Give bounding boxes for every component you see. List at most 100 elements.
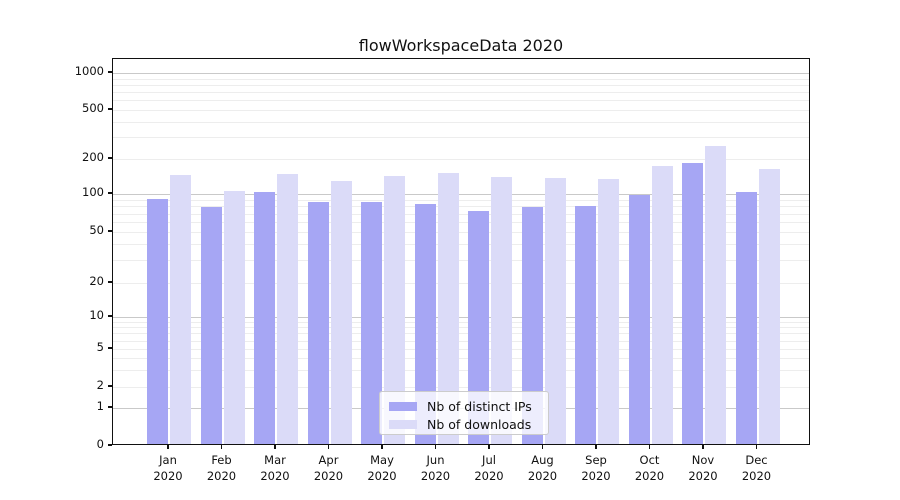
x-tick-mark xyxy=(274,445,276,449)
y-tick-label: 100 xyxy=(82,185,104,199)
minor-gridline xyxy=(113,283,809,284)
y-tick-label: 2 xyxy=(96,378,104,392)
y-tick-mark xyxy=(108,315,112,317)
bar-distinct-ips-oct xyxy=(628,195,650,444)
y-tick-mark xyxy=(108,385,112,387)
x-tick-label: Jan 2020 xyxy=(153,453,183,483)
minor-gridline xyxy=(113,349,809,350)
y-tick-label: 500 xyxy=(82,101,104,115)
minor-gridline xyxy=(113,206,809,208)
minor-gridline xyxy=(113,358,809,360)
x-tick-mark xyxy=(595,445,597,449)
y-tick-label: 200 xyxy=(82,150,104,164)
bar-distinct-ips-feb xyxy=(200,206,222,444)
minor-gridline xyxy=(113,84,809,86)
bar-distinct-ips-aug xyxy=(521,206,543,444)
minor-gridline xyxy=(113,327,809,329)
bar-downloads-mar xyxy=(277,174,298,444)
minor-gridline xyxy=(113,387,809,388)
y-tick-mark xyxy=(108,108,112,110)
major-gridline xyxy=(113,73,809,74)
legend: Nb of distinct IPs Nb of downloads xyxy=(379,391,549,435)
bar-downloads-jun xyxy=(437,172,459,444)
x-tick-mark xyxy=(648,445,651,449)
bar-distinct-ips-dec xyxy=(735,191,757,444)
x-tick-mark xyxy=(381,445,383,449)
x-tick-label: Jul 2020 xyxy=(474,453,504,483)
x-tick-label: Feb 2020 xyxy=(206,453,237,483)
y-tick-mark xyxy=(108,230,112,232)
bar-distinct-ips-mar xyxy=(254,192,275,444)
legend-swatch-distinct-ips xyxy=(389,401,417,411)
legend-row-distinct-ips: Nb of distinct IPs xyxy=(389,398,532,414)
x-tick-label: Sep 2020 xyxy=(581,453,611,483)
legend-label-downloads: Nb of downloads xyxy=(427,416,532,432)
x-tick-label: Nov 2020 xyxy=(688,453,718,483)
minor-gridline xyxy=(113,137,809,139)
y-tick-label: 50 xyxy=(89,223,104,237)
bar-distinct-ips-jan xyxy=(147,198,168,444)
x-tick-label: Mar 2020 xyxy=(260,453,290,483)
minor-gridline xyxy=(113,232,809,233)
y-tick-mark xyxy=(108,71,112,73)
bar-downloads-oct xyxy=(651,165,673,444)
bar-downloads-apr xyxy=(330,180,352,444)
x-tick-mark xyxy=(220,445,223,449)
bar-downloads-aug xyxy=(544,178,566,444)
minor-gridline xyxy=(113,121,809,123)
minor-gridline xyxy=(113,244,809,246)
bar-downloads-feb xyxy=(223,190,245,444)
y-tick-mark xyxy=(108,192,112,194)
minor-gridline xyxy=(113,199,809,201)
y-tick-mark xyxy=(108,444,112,446)
y-tick-label: 1 xyxy=(96,399,104,413)
x-tick-mark xyxy=(167,445,169,449)
bar-downloads-may xyxy=(384,175,405,444)
bar-downloads-jul xyxy=(491,177,512,444)
minor-gridline xyxy=(113,333,809,335)
x-tick-mark xyxy=(702,445,704,449)
minor-gridline xyxy=(113,260,809,262)
bar-downloads-sep xyxy=(598,179,619,444)
x-tick-mark xyxy=(434,445,437,449)
minor-gridline xyxy=(113,340,809,342)
y-tick-label: 5 xyxy=(96,340,104,354)
bar-distinct-ips-sep xyxy=(575,206,596,444)
bar-distinct-ips-may xyxy=(361,201,382,444)
y-tick-mark xyxy=(108,281,112,283)
minor-gridline xyxy=(113,110,809,111)
y-tick-mark xyxy=(108,347,112,349)
legend-row-downloads: Nb of downloads xyxy=(389,416,532,432)
x-tick-label: Jun 2020 xyxy=(420,453,451,483)
y-tick-label: 1000 xyxy=(74,64,104,78)
chart-title: flowWorkspaceData 2020 xyxy=(358,36,564,55)
minor-gridline xyxy=(113,78,809,80)
minor-gridline xyxy=(113,159,809,160)
y-tick-label: 20 xyxy=(89,274,104,288)
bar-distinct-ips-jul xyxy=(468,210,489,444)
bar-downloads-jan xyxy=(170,175,191,444)
major-gridline xyxy=(113,317,809,318)
x-tick-label: Apr 2020 xyxy=(313,453,344,483)
minor-gridline xyxy=(113,100,809,102)
x-tick-mark xyxy=(541,445,544,449)
x-tick-label: May 2020 xyxy=(367,453,397,483)
legend-swatch-downloads xyxy=(389,419,417,429)
major-gridline xyxy=(113,194,809,195)
minor-gridline xyxy=(113,321,809,323)
x-tick-mark xyxy=(488,445,490,449)
minor-gridline xyxy=(113,92,809,94)
minor-gridline xyxy=(113,370,809,372)
legend-label-distinct-ips: Nb of distinct IPs xyxy=(427,398,532,414)
x-tick-label: Oct 2020 xyxy=(634,453,665,483)
bar-distinct-ips-nov xyxy=(682,162,703,444)
minor-gridline xyxy=(113,213,809,215)
x-tick-mark xyxy=(327,445,330,449)
bar-distinct-ips-apr xyxy=(307,202,329,444)
y-tick-mark xyxy=(108,157,112,159)
x-tick-label: Dec 2020 xyxy=(741,453,772,483)
bar-downloads-nov xyxy=(705,146,726,444)
x-tick-mark xyxy=(755,445,758,449)
y-tick-mark xyxy=(108,406,112,408)
